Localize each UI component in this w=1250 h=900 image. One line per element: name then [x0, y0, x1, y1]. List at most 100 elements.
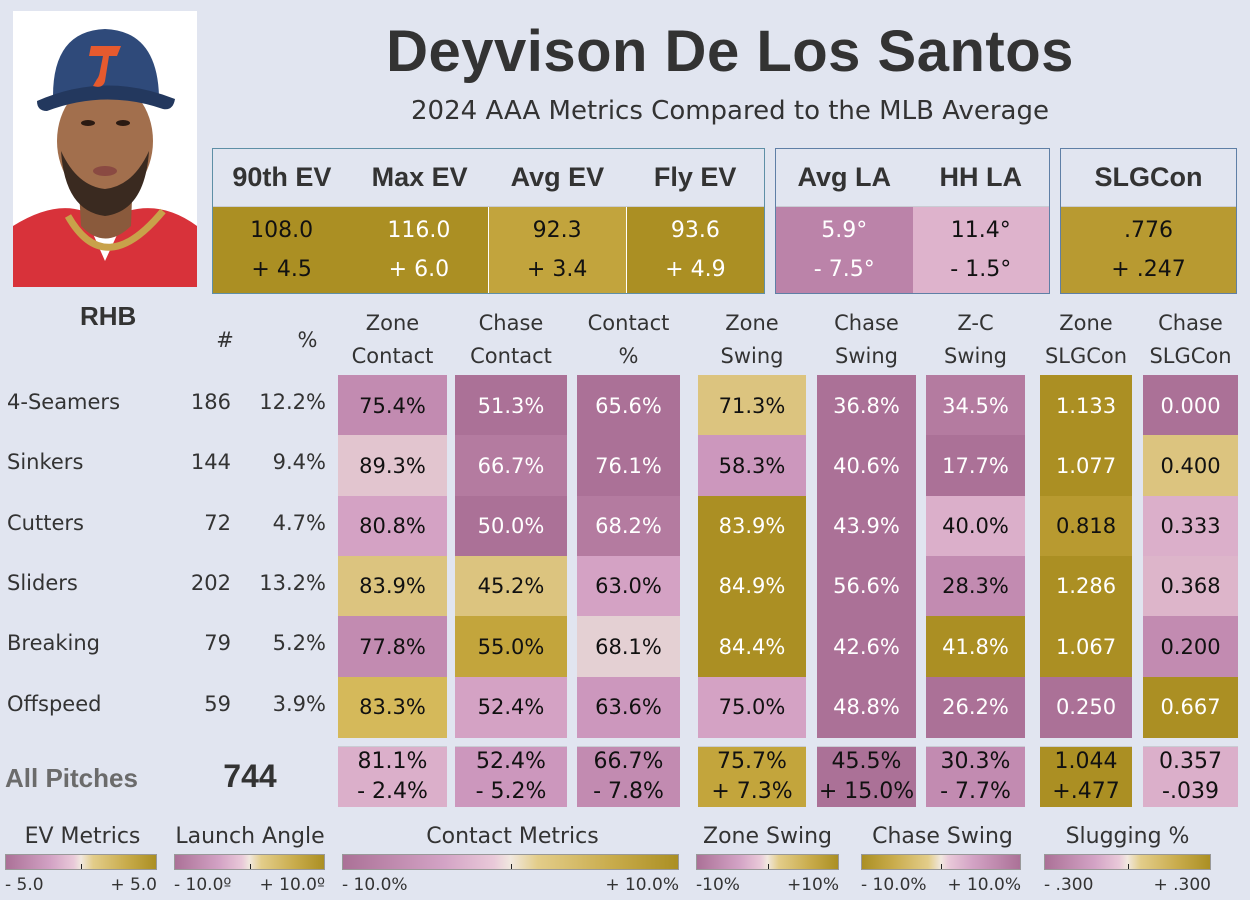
heatmap-cell: 48.8%: [817, 676, 916, 738]
ev-metrics-box: 90th EV Max EV Avg EV Fly EV 108.0 + 4.5 116.…: [212, 148, 765, 294]
heatmap-cell: 77.8%: [338, 616, 447, 678]
total-cell: 1.044 +.477: [1040, 746, 1132, 807]
heatmap-cell: 63.6%: [577, 676, 680, 738]
total-cell: 66.7% - 7.8%: [577, 746, 680, 807]
legend-midpoint-tick: [767, 864, 769, 869]
total-cell: 75.7% + 7.3%: [698, 746, 806, 807]
metric-header: Avg LA: [797, 162, 892, 192]
total-cell: 52.4% - 5.2%: [455, 746, 567, 807]
legend-color-bar: [696, 854, 839, 870]
column-header-line: Zone: [1059, 311, 1113, 335]
legend-midpoint-tick: [1127, 864, 1129, 869]
heatmap-cell: 1.286: [1040, 555, 1132, 617]
column-header-line: Zone: [725, 311, 779, 335]
legend-min-label: - 10.0%: [861, 875, 927, 895]
heatmap-cell: 83.9%: [338, 555, 447, 617]
column-header: Zone Contact: [328, 307, 457, 373]
metric-value-cell: 92.3 + 3.4: [487, 207, 626, 293]
legend-midpoint-tick: [510, 864, 512, 869]
total-cell: 81.1% - 2.4%: [338, 746, 447, 807]
legend-title: Zone Swing: [703, 824, 832, 849]
heatmap-cell: 40.0%: [926, 495, 1025, 557]
heatmap-cell: 66.7%: [455, 435, 567, 497]
heatmap-cell: 0.368: [1143, 555, 1238, 617]
heatmap-cell: 84.4%: [698, 616, 806, 678]
pct-header: %: [297, 328, 318, 352]
total-value: 45.5%: [831, 749, 902, 774]
total-diff: -.039: [1162, 779, 1219, 804]
pitch-count: 144: [190, 450, 231, 475]
heatmap-cell: 43.9%: [817, 495, 916, 557]
metric-value: 93.6: [670, 218, 720, 243]
metric-diff: - 1.5°: [950, 257, 1012, 282]
heatmap-cell: 80.8%: [338, 495, 447, 557]
metric-header: HH LA: [939, 162, 1023, 192]
pitch-count: 59: [204, 691, 231, 716]
heatmap-cell: 1.133: [1040, 375, 1132, 436]
total-cell: 0.357 -.039: [1143, 746, 1238, 807]
metric-value-cell: 93.6 + 4.9: [625, 207, 764, 293]
pitch-percent: 4.7%: [272, 510, 326, 535]
metric-value: 5.9°: [821, 218, 868, 243]
page-subtitle: 2024 AAA Metrics Compared to the MLB Ave…: [411, 96, 1049, 126]
legend-min-label: - 10.0%: [342, 875, 408, 895]
column-header-line: Z-C: [957, 311, 994, 335]
heatmap-cell: 68.2%: [577, 495, 680, 557]
pitch-percent: 5.2%: [272, 631, 326, 656]
total-value: 52.4%: [476, 749, 546, 774]
legend-max-label: + 10.0%: [605, 875, 679, 895]
total-value: 1.044: [1054, 749, 1118, 774]
column-header-line: Chase: [834, 311, 899, 335]
pitch-type-label: Sliders: [7, 570, 78, 595]
column-header: Z-C Swing: [916, 307, 1035, 373]
pitch-type-label: Sinkers: [7, 450, 84, 475]
metric-header: Fly EV: [653, 162, 737, 192]
column-header-line: Chase: [478, 311, 544, 335]
pitch-type-label: Cutters: [7, 510, 84, 535]
heatmap-cell: 56.6%: [817, 555, 916, 617]
heatmap-cell: 0.333: [1143, 495, 1238, 557]
column-header-line: Chase: [1158, 311, 1223, 335]
column-header: Zone Swing: [688, 307, 816, 373]
pitch-percent: 12.2%: [259, 390, 326, 414]
total-diff: + 15.0%: [818, 779, 915, 804]
column-header: Chase SLGCon: [1133, 307, 1248, 373]
heatmap-cell: 52.4%: [455, 676, 567, 738]
metric-value: 92.3: [532, 218, 582, 243]
column-header: Zone SLGCon: [1030, 307, 1142, 373]
heatmap-cell: 1.077: [1040, 435, 1132, 497]
heatmap-cell: 0.667: [1143, 676, 1238, 738]
legend-min-label: - 10.0º: [174, 875, 232, 895]
metric-header: Max EV: [371, 162, 468, 192]
heatmap-cell: 63.0%: [577, 555, 680, 617]
heatmap-cell: 40.6%: [817, 435, 916, 497]
all-pitches-label: All Pitches: [5, 763, 138, 793]
heatmap-cell: 75.0%: [698, 676, 806, 738]
heatmap-cell: 71.3%: [698, 375, 806, 436]
column-header: Chase Swing: [807, 307, 926, 373]
column-header-line: Swing: [835, 344, 898, 368]
metric-value-cell: .776 + .247: [1061, 207, 1236, 293]
metric-value-cell: 108.0 + 4.5: [213, 207, 351, 293]
legend-min-label: - 5.0: [5, 875, 44, 895]
total-cell: 30.3% - 7.7%: [926, 746, 1025, 807]
metric-value: 108.0: [250, 218, 314, 243]
legend-max-label: + 10.0º: [259, 875, 325, 895]
heatmap-cell: 0.000: [1143, 375, 1238, 436]
heatmap-cell: 41.8%: [926, 616, 1025, 678]
total-diff: - 7.7%: [940, 779, 1011, 804]
total-diff: + 7.3%: [711, 779, 793, 804]
total-value: 0.357: [1159, 749, 1222, 774]
column-header-line: SLGCon: [1044, 344, 1128, 368]
count-header: #: [216, 328, 234, 352]
player-photo: [13, 11, 197, 287]
heatmap-cell: 1.067: [1040, 616, 1132, 678]
legend-color-bar: [174, 854, 325, 870]
metric-diff: + 4.5: [251, 257, 312, 282]
launch-angle-box: Avg LA HH LA 5.9° - 7.5° 11.4° - 1.5°: [775, 148, 1050, 294]
heatmap-cell: 0.200: [1143, 616, 1238, 678]
pitch-count: 79: [204, 631, 231, 656]
heatmap-cell: 50.0%: [455, 495, 567, 557]
heatmap-cell: 83.3%: [338, 676, 447, 738]
pitch-count: 186: [190, 390, 231, 414]
